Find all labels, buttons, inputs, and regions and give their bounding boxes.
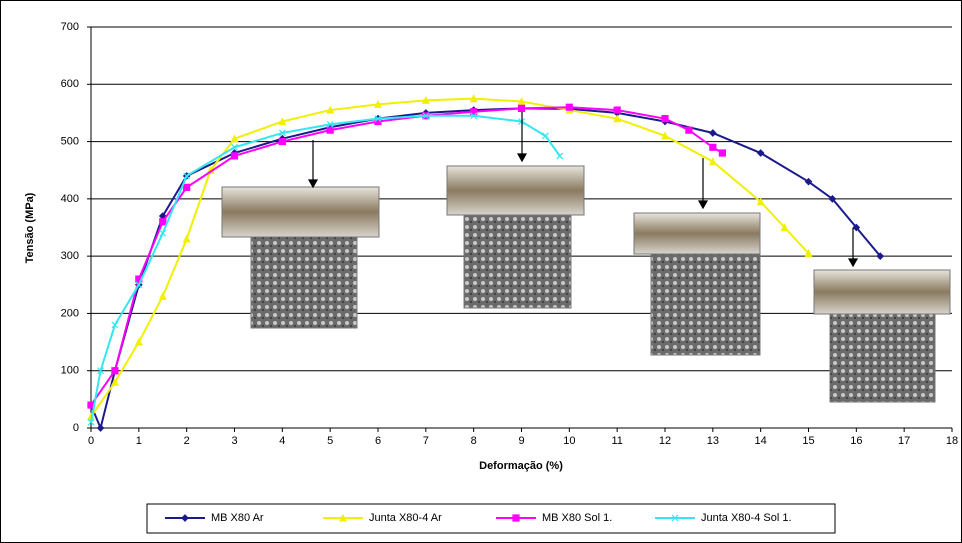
x-tick-label: 17 [898,435,910,447]
x-tick-label: 3 [231,435,237,447]
specimen-photo [222,187,379,237]
specimen-photo [634,213,760,254]
y-tick-label: 300 [61,250,79,262]
data-point [112,368,118,374]
y-tick-label: 0 [73,422,79,434]
x-tick-label: 1 [136,435,142,447]
x-tick-label: 5 [327,435,333,447]
sem-image [464,215,571,308]
x-tick-label: 4 [279,435,285,447]
x-tick-label: 11 [611,435,622,447]
data-point [160,219,166,225]
data-point [327,127,333,133]
data-point [710,144,716,150]
x-tick-label: 7 [423,435,429,447]
x-tick-label: 8 [471,435,477,447]
x-tick-label: 6 [375,435,381,447]
x-tick-label: 12 [659,435,671,447]
legend-label: MB X80 Sol 1. [542,512,612,524]
x-tick-label: 16 [850,435,862,447]
legend-label: MB X80 Ar [211,512,264,524]
specimen-photo [447,166,584,215]
chart: 0100200300400500600700012345678910111213… [0,0,962,543]
y-tick-label: 400 [61,193,79,205]
sem-image [830,314,935,402]
data-point [184,184,190,190]
x-tick-label: 13 [707,435,719,447]
x-tick-label: 15 [802,435,814,447]
y-tick-label: 600 [61,78,79,90]
y-tick-label: 500 [61,135,79,147]
sem-image [251,237,357,328]
x-tick-label: 2 [184,435,190,447]
legend-label: Junta X80-4 Ar [369,512,442,524]
y-tick-label: 700 [61,21,79,33]
x-tick-label: 9 [518,435,524,447]
data-point [686,127,692,133]
data-point [566,104,572,110]
data-point [232,153,238,159]
legend-marker [513,515,519,521]
data-point [719,150,725,156]
x-tick-label: 0 [88,435,94,447]
data-point [519,105,525,111]
data-point [662,116,668,122]
y-axis-title: Tensão (MPa) [24,192,36,263]
x-axis-title: Deformação (%) [479,460,563,472]
x-tick-label: 10 [563,435,575,447]
data-point [614,107,620,113]
x-tick-label: 14 [755,435,767,447]
y-tick-label: 200 [61,307,79,319]
specimen-photo [814,270,950,314]
x-tick-label: 18 [946,435,958,447]
legend-label: Junta X80-4 Sol 1. [701,512,792,524]
data-point [279,139,285,145]
sem-image [651,254,760,355]
y-tick-label: 100 [61,365,79,377]
